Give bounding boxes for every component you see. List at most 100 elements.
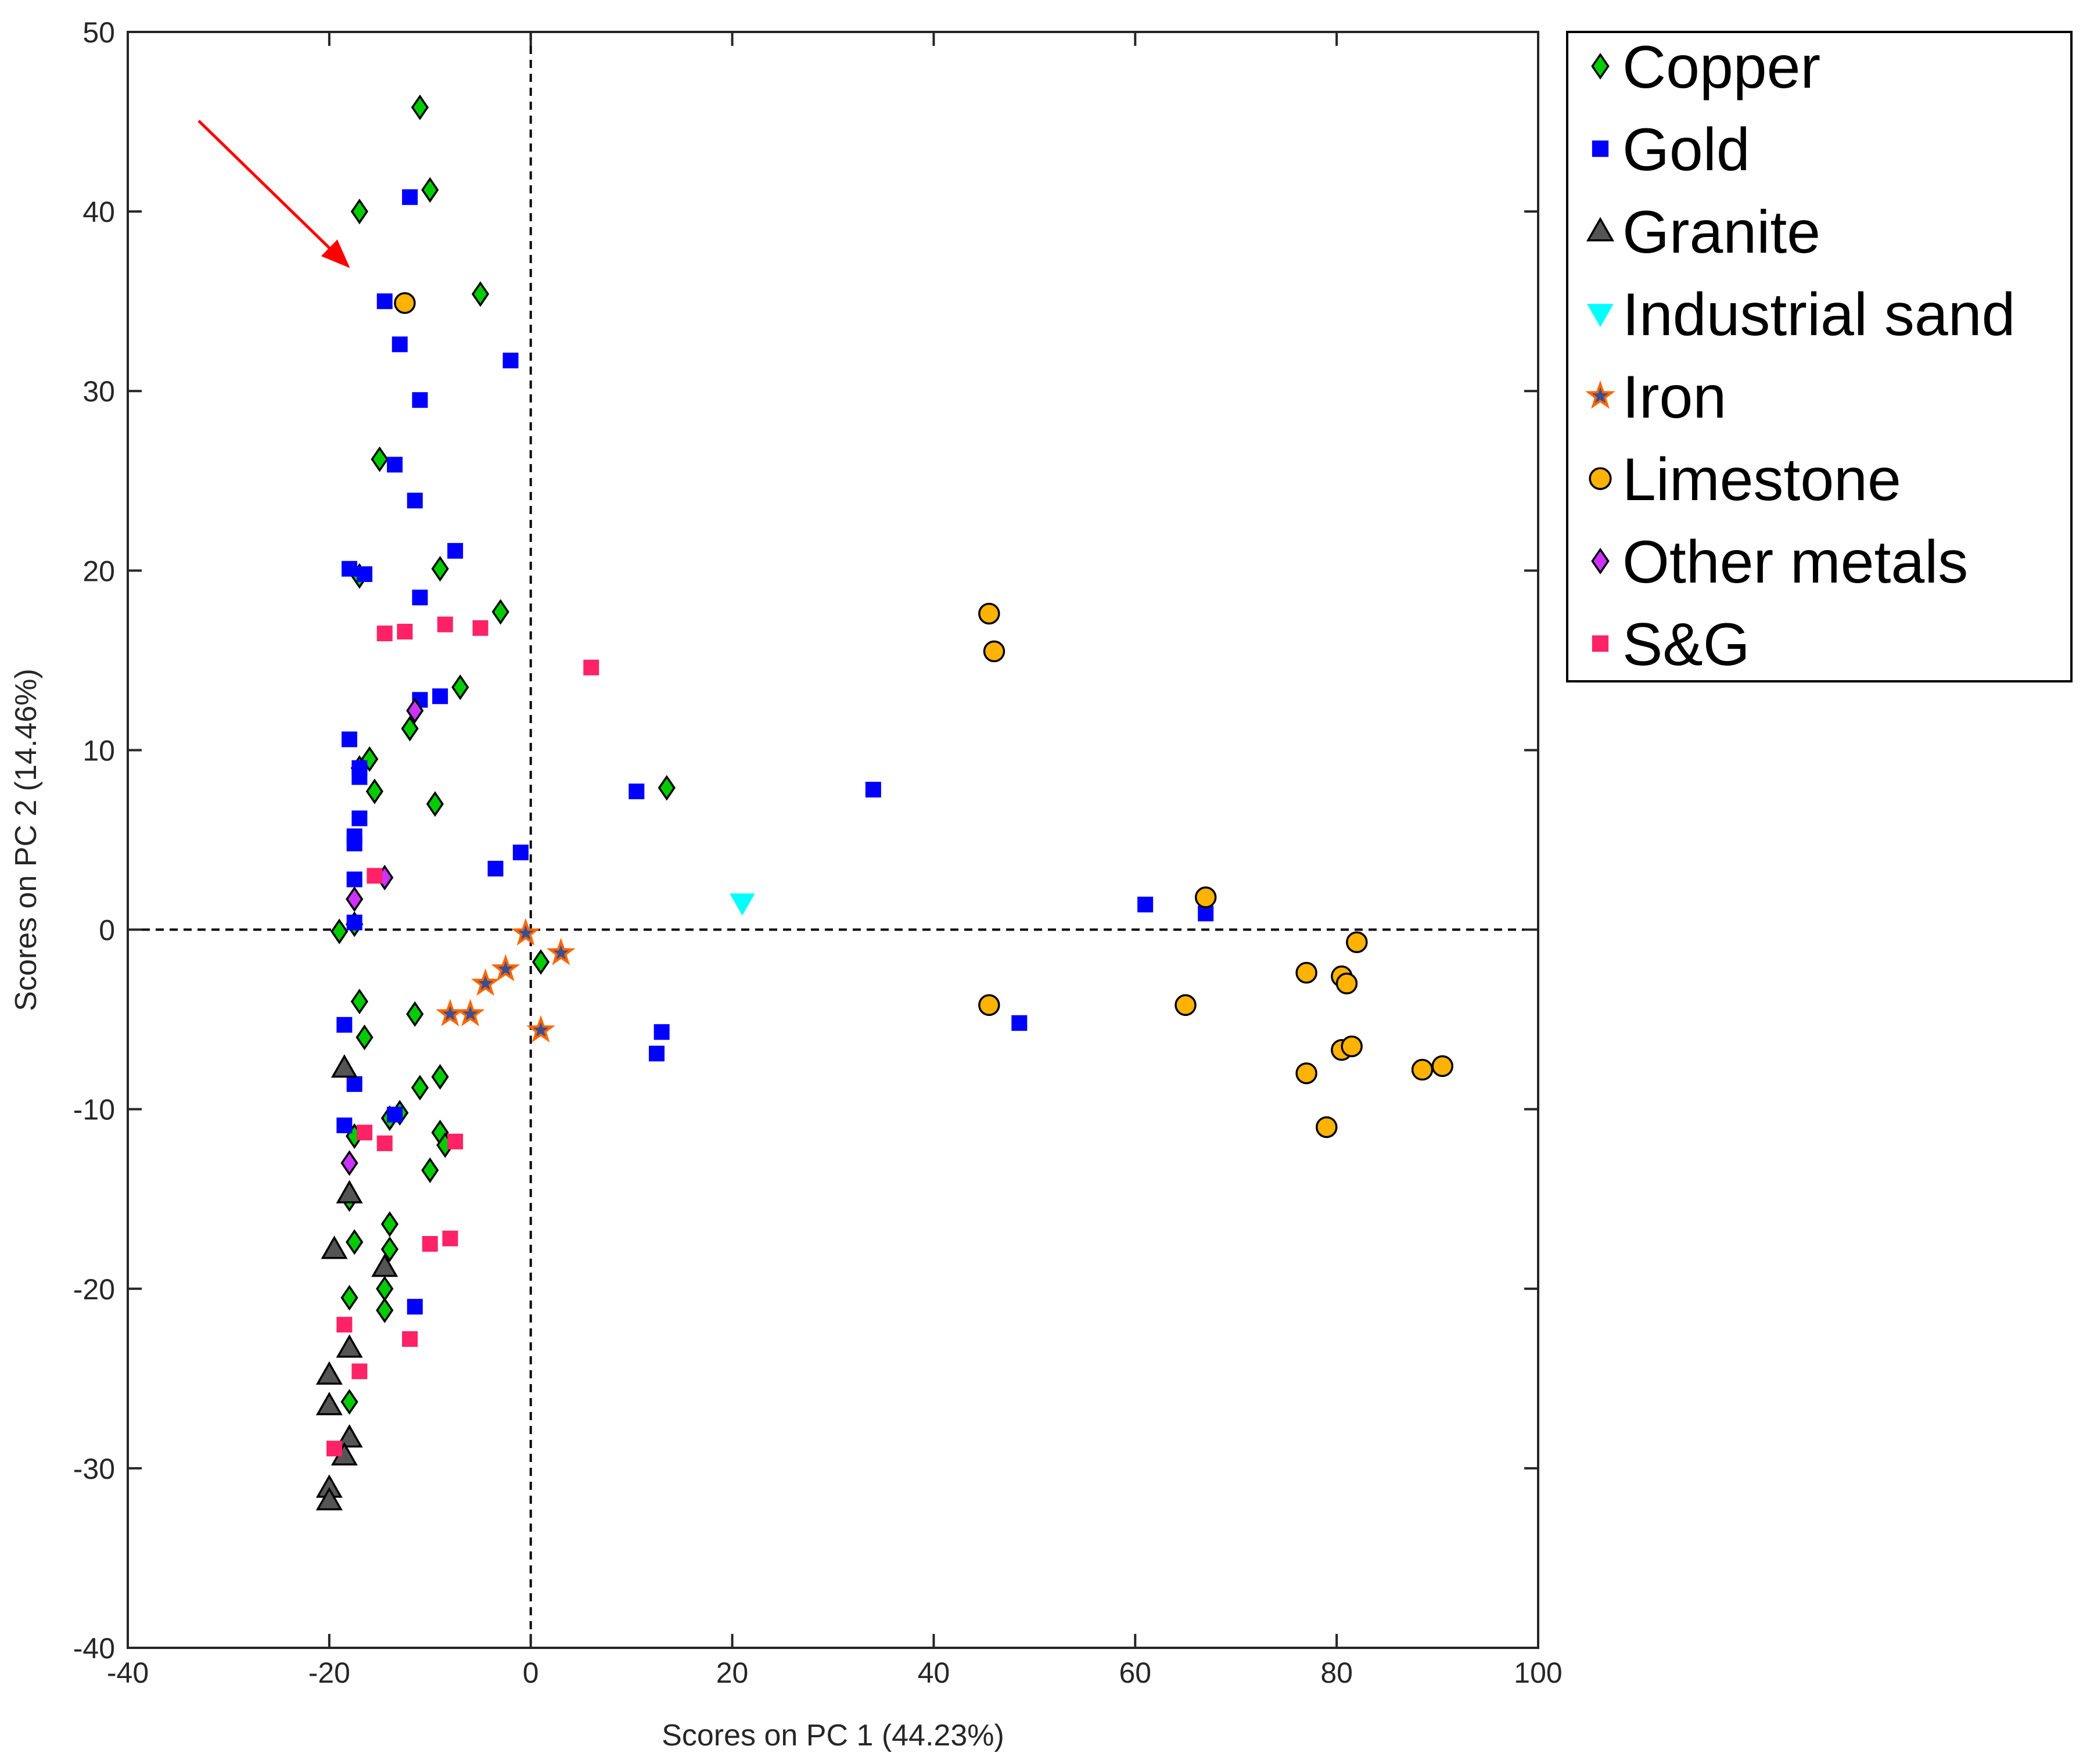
y-tick-label: -30 [73,1453,115,1485]
data-point [315,1361,343,1385]
series-granite [315,1054,398,1511]
data-point [351,810,368,827]
data-point [321,1235,348,1259]
legend-label: Copper [1622,34,1820,101]
legend-marker [1591,52,1610,80]
legend-item: Other metals [1591,529,1968,596]
legend-label: Gold [1622,116,1750,184]
data-point [406,1001,424,1027]
data-point [397,623,413,640]
data-point [371,1253,398,1277]
y-tick-label: 20 [82,555,115,587]
data-point [412,392,428,408]
data-point [431,1064,449,1090]
data-point [380,1236,399,1262]
data-point [546,937,576,965]
legend-label: Limestone [1622,446,1901,513]
y-tick-label: 10 [82,734,115,767]
data-point [447,1133,464,1149]
data-point [1431,1055,1453,1077]
x-axis-title: Scores on PC 1 (44.23%) [662,1719,1004,1752]
series-industrial-sand [730,893,755,916]
data-point [865,781,881,797]
data-point [387,1106,403,1123]
data-point [1194,886,1217,908]
data-point [401,716,419,742]
data-point [437,616,453,633]
y-tick-label: 50 [82,16,115,49]
data-point [1341,1035,1363,1058]
data-point [471,968,500,996]
data-point [531,949,550,975]
data-point [346,835,362,852]
annotation-arrow [197,120,350,268]
data-point [1011,1015,1028,1031]
data-point [376,1135,393,1151]
data-point [394,292,416,314]
data-point [426,791,444,817]
data-point [336,1317,353,1333]
data-point [367,868,383,884]
y-tick-label: -20 [73,1273,115,1306]
data-point [1137,896,1154,912]
legend-label: Iron [1622,364,1726,431]
data-point [331,1054,358,1078]
series-s-g [326,616,599,1457]
data-point [376,293,393,310]
y-tick-label: -10 [73,1094,115,1126]
data-point [350,199,369,225]
data-point [1295,1062,1317,1084]
data-point [1411,1058,1434,1081]
legend-item: Iron [1585,364,1726,431]
data-point [376,1297,394,1323]
data-point [1346,931,1368,953]
data-point [407,493,423,509]
data-point [402,189,418,205]
data-point [407,1299,423,1315]
data-point [336,1016,353,1033]
data-point [340,1150,358,1176]
data-point [412,590,428,606]
x-tick-label: 60 [1119,1657,1151,1689]
data-point [402,1331,418,1347]
legend-label: Industrial sand [1622,281,2015,349]
data-point [342,561,358,577]
legend-label: S&G [1622,611,1750,678]
legend: Copper Gold Granite Industrial sand Iron Lime… [1566,31,2073,682]
x-tick-label: 0 [523,1657,539,1689]
data-point [447,543,464,559]
data-points [315,94,1453,1511]
data-point [1316,1116,1338,1138]
data-point [351,769,368,785]
data-point [411,94,429,120]
data-point [331,918,349,944]
data-point [336,1424,363,1448]
data-point [406,698,424,724]
data-point [512,845,529,861]
legend-item: Industrial sand [1587,281,2015,349]
data-point [315,1392,343,1415]
y-tick-label: 0 [99,914,115,947]
data-point [472,620,489,636]
legend-box [1566,31,2073,682]
data-point [351,1363,368,1379]
data-point [336,1117,353,1133]
series-gold [336,189,1214,1315]
data-point [421,1157,439,1183]
data-point [422,1236,438,1252]
x-tick-label: 40 [918,1657,950,1689]
data-point [487,860,504,876]
legend-item: Copper [1591,34,1820,101]
data-point [315,1487,343,1511]
data-point [471,281,490,307]
data-point [340,1389,358,1415]
x-tick-label: -40 [107,1657,149,1689]
data-point [336,1334,363,1358]
data-point [658,775,676,801]
legend-marker [1592,140,1609,157]
series-iron [436,918,576,1043]
data-point [346,1076,362,1092]
data-point [346,1229,364,1255]
y-tick-label: -40 [73,1632,115,1665]
data-point [421,177,439,203]
